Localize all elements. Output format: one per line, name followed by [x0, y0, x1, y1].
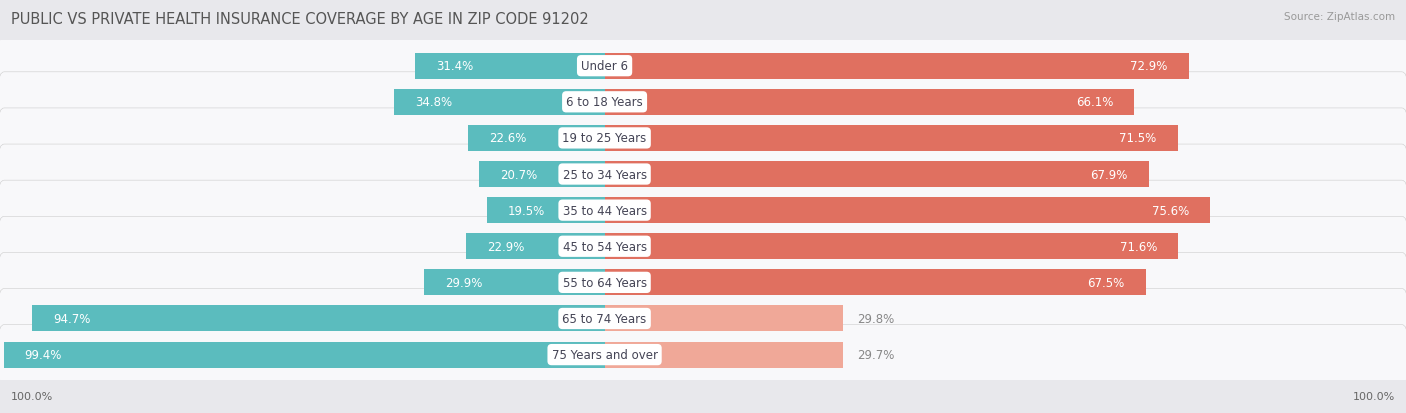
Text: 45 to 54 Years: 45 to 54 Years — [562, 240, 647, 253]
Bar — [605, 54, 1189, 79]
Bar — [605, 161, 1149, 188]
Bar — [423, 270, 605, 296]
FancyBboxPatch shape — [0, 145, 1406, 204]
Bar — [486, 198, 605, 223]
Text: 34.8%: 34.8% — [415, 96, 453, 109]
Bar — [468, 126, 605, 152]
FancyBboxPatch shape — [0, 253, 1406, 313]
Bar — [605, 198, 1211, 223]
Bar — [394, 90, 605, 116]
Text: 67.5%: 67.5% — [1087, 276, 1125, 289]
Text: 22.6%: 22.6% — [489, 132, 526, 145]
Bar — [605, 234, 1178, 260]
Text: 72.9%: 72.9% — [1130, 60, 1168, 73]
Text: 25 to 34 Years: 25 to 34 Years — [562, 168, 647, 181]
Text: PUBLIC VS PRIVATE HEALTH INSURANCE COVERAGE BY AGE IN ZIP CODE 91202: PUBLIC VS PRIVATE HEALTH INSURANCE COVER… — [11, 12, 589, 27]
Text: 22.9%: 22.9% — [488, 240, 524, 253]
Text: 99.4%: 99.4% — [25, 348, 62, 361]
FancyBboxPatch shape — [0, 109, 1406, 169]
Text: 66.1%: 66.1% — [1076, 96, 1114, 109]
FancyBboxPatch shape — [0, 181, 1406, 240]
FancyBboxPatch shape — [0, 289, 1406, 349]
Text: 31.4%: 31.4% — [436, 60, 472, 73]
Bar — [605, 90, 1135, 116]
Bar — [605, 270, 1146, 296]
Text: 29.9%: 29.9% — [444, 276, 482, 289]
Bar — [467, 234, 605, 260]
Text: 35 to 44 Years: 35 to 44 Years — [562, 204, 647, 217]
Bar — [415, 54, 605, 79]
Text: 67.9%: 67.9% — [1090, 168, 1128, 181]
Text: 19.5%: 19.5% — [508, 204, 546, 217]
Text: Under 6: Under 6 — [581, 60, 628, 73]
FancyBboxPatch shape — [0, 73, 1406, 133]
Text: 100.0%: 100.0% — [11, 392, 53, 401]
Text: 75.6%: 75.6% — [1152, 204, 1189, 217]
Bar — [32, 306, 605, 332]
Text: 94.7%: 94.7% — [53, 312, 90, 325]
Text: 75 Years and over: 75 Years and over — [551, 348, 658, 361]
Text: 71.6%: 71.6% — [1121, 240, 1157, 253]
Bar — [479, 161, 605, 188]
Bar — [605, 306, 844, 332]
FancyBboxPatch shape — [0, 217, 1406, 277]
Text: 6 to 18 Years: 6 to 18 Years — [567, 96, 643, 109]
Text: 65 to 74 Years: 65 to 74 Years — [562, 312, 647, 325]
Bar — [605, 342, 842, 368]
Bar — [605, 126, 1178, 152]
Text: 55 to 64 Years: 55 to 64 Years — [562, 276, 647, 289]
Text: 29.8%: 29.8% — [858, 312, 894, 325]
FancyBboxPatch shape — [0, 37, 1406, 96]
FancyBboxPatch shape — [0, 325, 1406, 385]
Text: Source: ZipAtlas.com: Source: ZipAtlas.com — [1284, 12, 1395, 22]
Text: 100.0%: 100.0% — [1353, 392, 1395, 401]
Text: 20.7%: 20.7% — [501, 168, 537, 181]
Text: 29.7%: 29.7% — [856, 348, 894, 361]
Text: 71.5%: 71.5% — [1119, 132, 1157, 145]
Text: 19 to 25 Years: 19 to 25 Years — [562, 132, 647, 145]
Bar — [4, 342, 605, 368]
